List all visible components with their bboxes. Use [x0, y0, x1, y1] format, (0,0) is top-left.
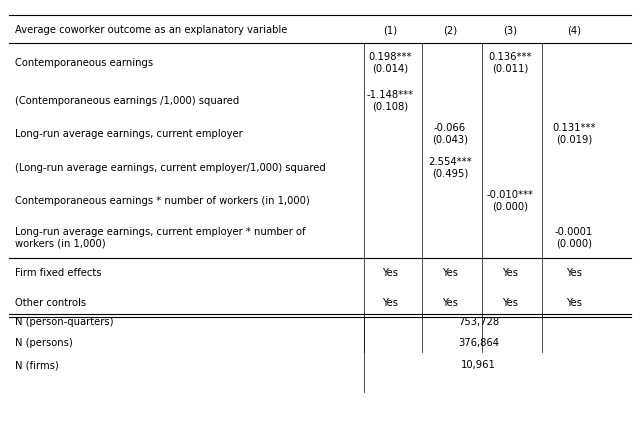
Text: -1.148***
(0.108): -1.148*** (0.108) [366, 90, 413, 111]
Text: 0.198***
(0.014): 0.198*** (0.014) [368, 52, 412, 74]
Text: Yes: Yes [382, 298, 398, 308]
Text: (2): (2) [443, 25, 457, 35]
Text: 0.131***
(0.019): 0.131*** (0.019) [552, 123, 596, 145]
Text: (1): (1) [383, 25, 397, 35]
Text: 376,864: 376,864 [458, 338, 499, 348]
Text: (Long-run average earnings, current employer/1,000) squared: (Long-run average earnings, current empl… [15, 163, 326, 173]
Text: Yes: Yes [442, 268, 458, 278]
Text: (Contemporaneous earnings /1,000) squared: (Contemporaneous earnings /1,000) square… [15, 96, 240, 105]
Text: Yes: Yes [502, 268, 518, 278]
Text: 753,728: 753,728 [458, 317, 499, 326]
Text: -0.0001
(0.000): -0.0001 (0.000) [555, 227, 593, 249]
Text: Yes: Yes [502, 298, 518, 308]
Text: Contemporaneous earnings: Contemporaneous earnings [15, 58, 154, 68]
Text: Long-run average earnings, current employer: Long-run average earnings, current emplo… [15, 129, 243, 139]
Text: Firm fixed effects: Firm fixed effects [15, 268, 102, 278]
Text: -0.010***
(0.000): -0.010*** (0.000) [487, 190, 534, 212]
Text: Yes: Yes [442, 298, 458, 308]
Text: Other controls: Other controls [15, 298, 86, 308]
Text: N (firms): N (firms) [15, 360, 60, 370]
Text: Contemporaneous earnings * number of workers (in 1,000): Contemporaneous earnings * number of wor… [15, 196, 310, 206]
Text: -0.066
(0.043): -0.066 (0.043) [432, 123, 468, 145]
Text: Average coworker outcome as an explanatory variable: Average coworker outcome as an explanato… [15, 25, 288, 35]
Text: N (persons): N (persons) [15, 338, 73, 348]
Text: Yes: Yes [382, 268, 398, 278]
Text: 10,961: 10,961 [461, 360, 496, 370]
Text: (3): (3) [503, 25, 517, 35]
Text: (4): (4) [567, 25, 580, 35]
Text: 2.554***
(0.495): 2.554*** (0.495) [428, 157, 472, 178]
Text: Yes: Yes [566, 298, 582, 308]
Text: 0.136***
(0.011): 0.136*** (0.011) [488, 52, 532, 74]
Text: Long-run average earnings, current employer * number of
workers (in 1,000): Long-run average earnings, current emplo… [15, 227, 306, 249]
Text: N (person-quarters): N (person-quarters) [15, 317, 114, 326]
Text: Yes: Yes [566, 268, 582, 278]
